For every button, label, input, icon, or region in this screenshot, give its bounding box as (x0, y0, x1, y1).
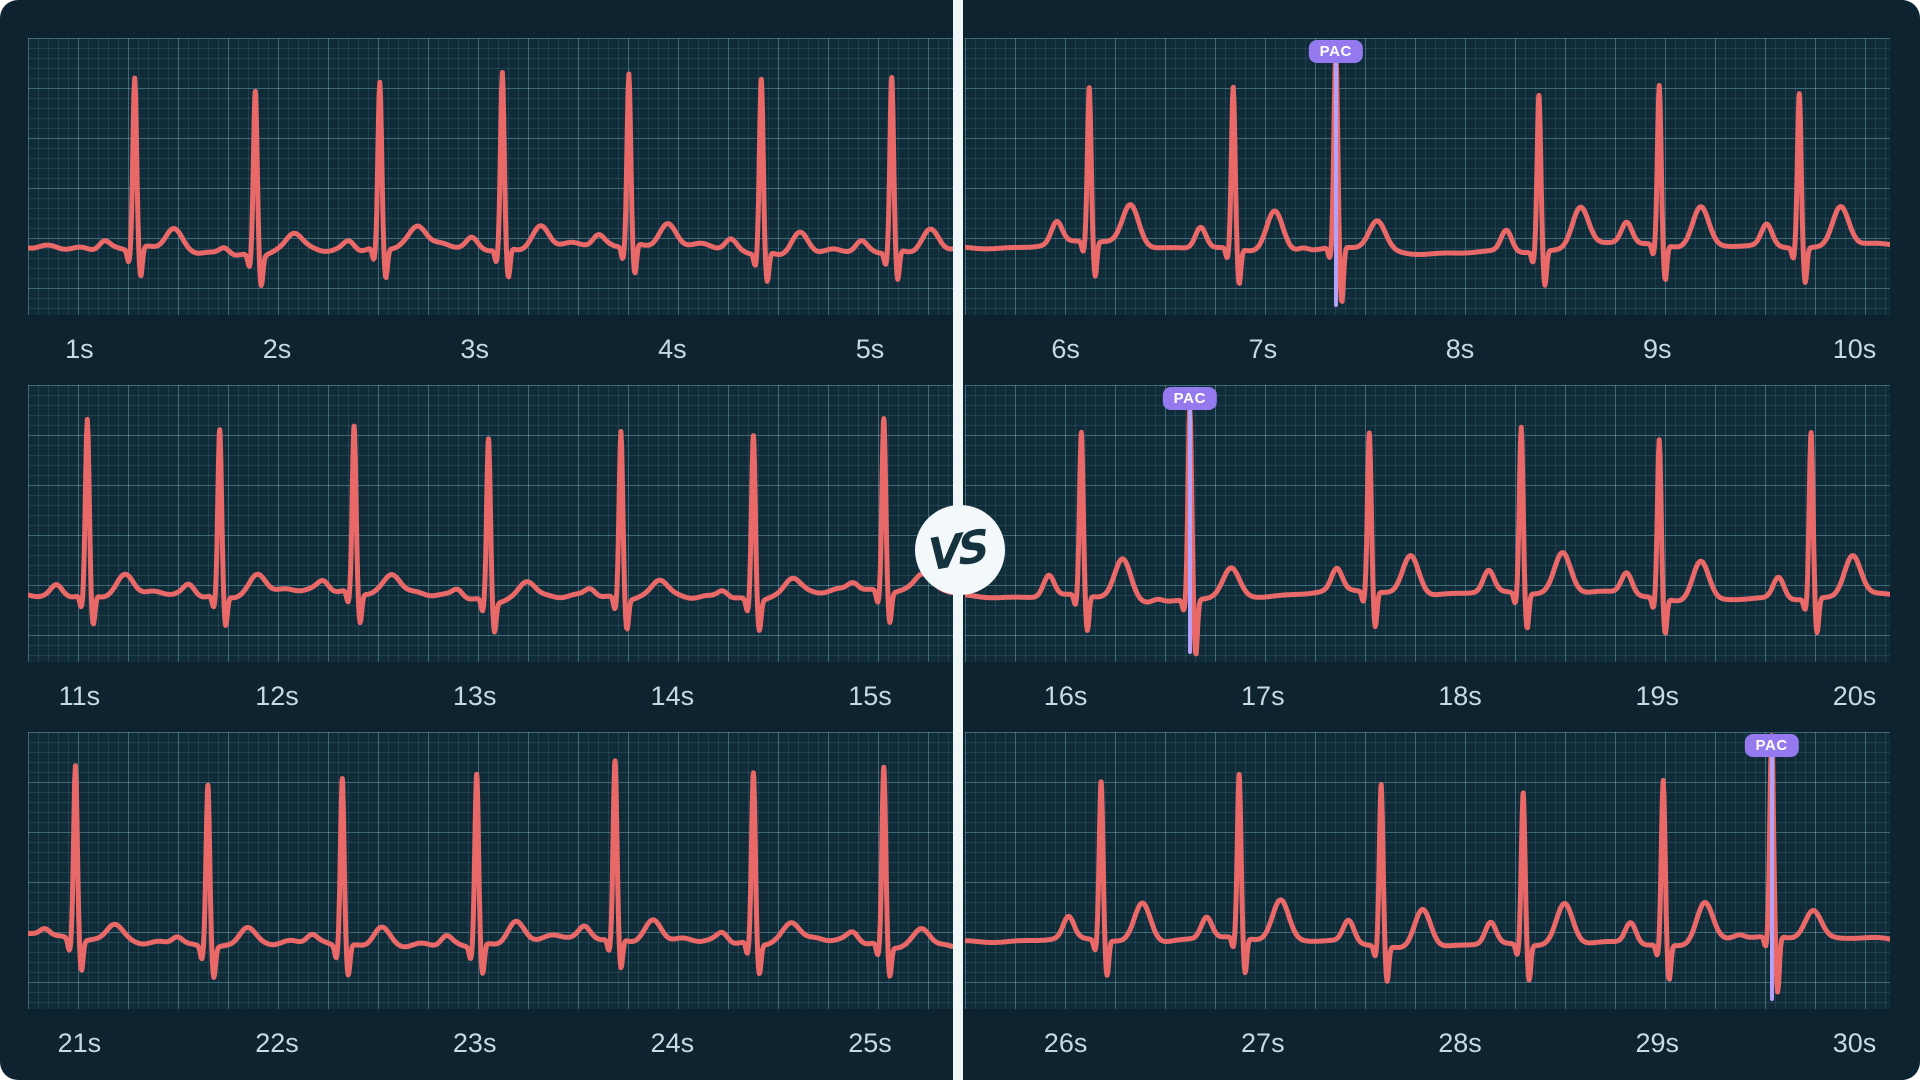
time-tick-label: 4s (658, 334, 687, 364)
time-tick-label: 13s (452, 681, 497, 711)
ecg-panel-normal-row2: 11s 12s 13s 14s 15s (28, 385, 953, 730)
time-tick-label: 17s (1241, 681, 1285, 711)
ecg-waveform (28, 416, 953, 635)
time-tick-label: 29s (1635, 1028, 1680, 1058)
time-tick-label: 12s (255, 681, 299, 711)
ecg-panel-pac-row3: PAC 26s 27s 28s 29s 30s (965, 732, 1890, 1077)
pac-annotation-badge: PAC (1308, 40, 1363, 63)
time-tick-label: 19s (1635, 681, 1680, 711)
time-tick-label: 11s (58, 681, 101, 711)
time-tick-label: 18s (1438, 681, 1482, 711)
time-tick-label: 6s (1051, 334, 1080, 364)
ecg-waveform (965, 733, 1890, 995)
time-tick-label: 3s (460, 334, 489, 364)
ecg-grid: PAC (965, 38, 1890, 315)
time-tick-label: 7s (1248, 334, 1278, 364)
time-tick-label: 1s (65, 334, 94, 364)
ecg-grid (28, 38, 953, 315)
ecg-waveform (28, 70, 953, 288)
pac-annotation-badge: PAC (1162, 387, 1218, 410)
pac-marker-line (1333, 62, 1338, 307)
ecg-panel-pac-row1: PAC 6s 7s 8s 9s 10s (965, 38, 1890, 383)
time-tick-label: 8s (1445, 334, 1475, 364)
ecg-grid: PAC (965, 385, 1890, 662)
time-tick-label: 10s (1832, 334, 1877, 364)
time-tick-label: 25s (848, 1028, 892, 1058)
ecg-waveform (965, 404, 1890, 657)
time-tick-label: 22s (255, 1028, 299, 1058)
ecg-grid: PAC (965, 732, 1890, 1009)
pac-marker-line (1769, 756, 1774, 1001)
ecg-waveform (965, 50, 1890, 304)
ecg-grid (28, 385, 953, 662)
time-tick-label: 2s (262, 334, 292, 364)
pac-annotation-badge: PAC (1744, 734, 1799, 757)
time-tick-label: 16s (1043, 681, 1088, 711)
ecg-grid (28, 732, 953, 1009)
time-tick-label: 26s (1043, 1028, 1088, 1058)
time-tick-label: 23s (452, 1028, 497, 1058)
time-tick-label: 9s (1643, 334, 1672, 364)
time-tick-label: 28s (1438, 1028, 1482, 1058)
pac-marker-line (1187, 409, 1192, 654)
ecg-waveform (28, 758, 953, 980)
time-tick-label: 14s (650, 681, 695, 711)
time-tick-label: 30s (1832, 1028, 1877, 1058)
time-tick-label: 15s (848, 681, 892, 711)
ecg-panel-normal-row3: 21s 22s 23s 24s 25s (28, 732, 953, 1077)
vs-label: VS (926, 519, 988, 582)
ecg-panel-normal-row1: 1s 2s 3s 4s 5s (28, 38, 953, 383)
vs-badge: VS (915, 505, 1005, 595)
time-tick-label: 21s (57, 1028, 102, 1058)
time-tick-label: 24s (650, 1028, 695, 1058)
ecg-panel-pac-row2: PAC 16s 17s 18s 19s 20s (965, 385, 1890, 730)
time-tick-label: 20s (1832, 681, 1877, 711)
time-tick-label: 5s (855, 334, 885, 364)
time-tick-label: 27s (1241, 1028, 1285, 1058)
